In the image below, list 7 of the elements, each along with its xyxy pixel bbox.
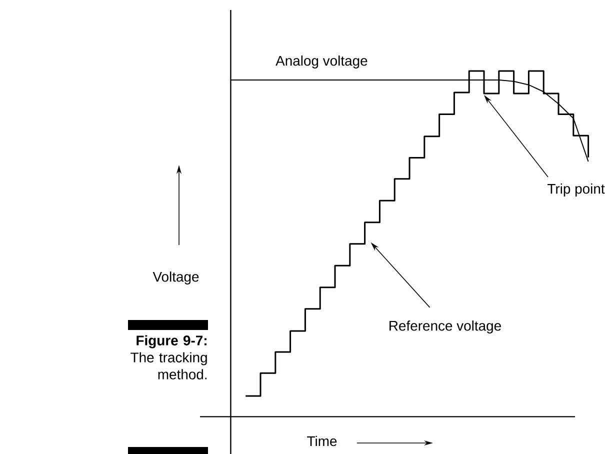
annotation: Reference voltage — [390, 320, 501, 334]
y-axis-title: Voltage — [152, 271, 199, 284]
x-axis-title: Time — [307, 436, 337, 446]
annotation: Trip point — [548, 183, 605, 196]
text: Figure 9-7: — [136, 335, 206, 348]
series-label: Analog voltage — [276, 55, 368, 68]
text: The tracking method. — [130, 352, 207, 380]
